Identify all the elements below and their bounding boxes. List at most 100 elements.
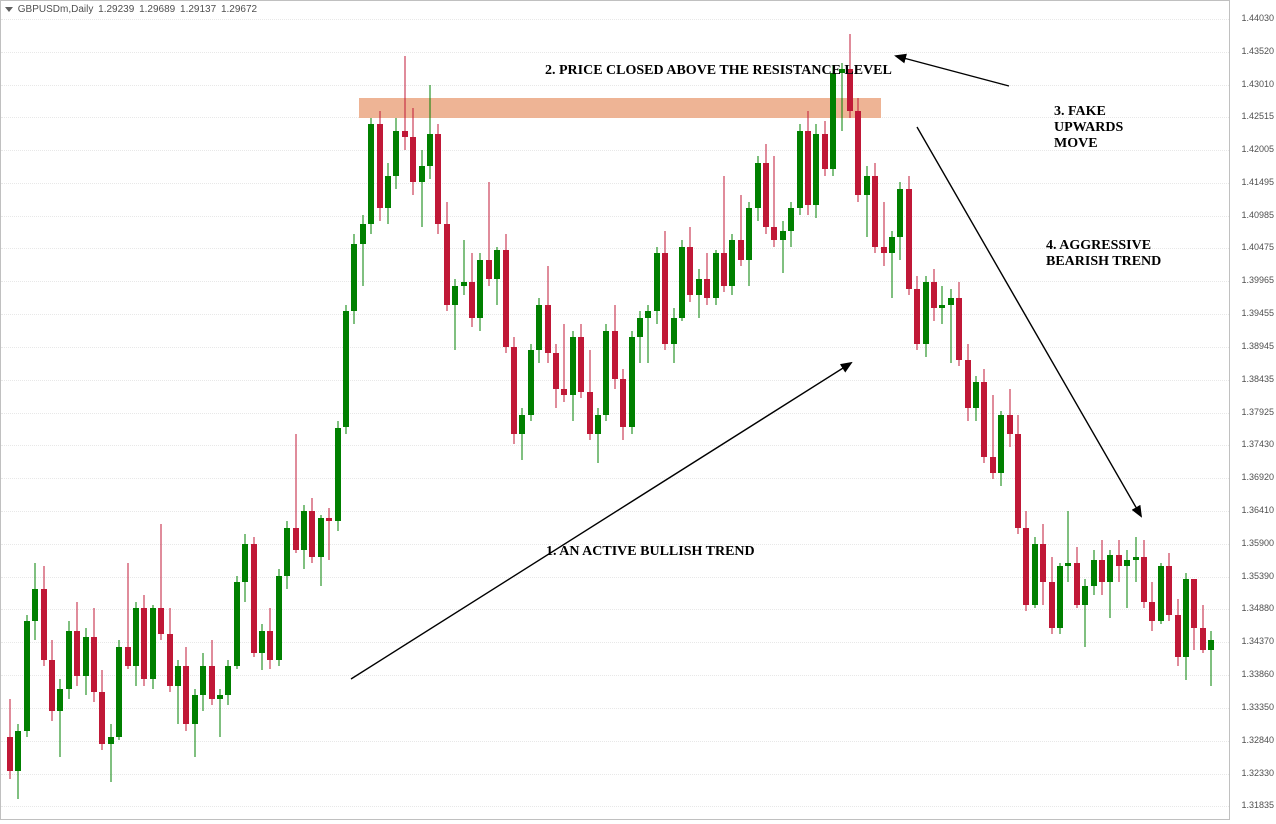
candle-body — [259, 631, 265, 654]
candle — [948, 1, 954, 819]
candle — [494, 1, 500, 819]
candle-wick — [110, 724, 111, 782]
candle-body — [603, 331, 609, 415]
y-axis-label: 1.36920 — [1241, 472, 1274, 482]
candle-body — [427, 134, 433, 166]
candle-body — [1057, 566, 1063, 627]
candle-body — [788, 208, 794, 231]
candle — [570, 1, 576, 819]
candle-body — [393, 131, 399, 176]
candle — [981, 1, 987, 819]
candle — [125, 1, 131, 819]
candle-body — [192, 695, 198, 724]
candlestick-chart[interactable]: GBPUSDm,Daily 1.29239 1.29689 1.29137 1.… — [0, 0, 1230, 820]
candle — [99, 1, 105, 819]
candle-body — [939, 305, 945, 308]
candle — [1141, 1, 1147, 819]
candle — [7, 1, 13, 819]
candle — [284, 1, 290, 819]
candle-body — [830, 73, 836, 170]
candle — [267, 1, 273, 819]
candle — [553, 1, 559, 819]
candle-body — [1166, 566, 1172, 614]
candle-body — [696, 279, 702, 295]
y-axis-label: 1.32330 — [1241, 768, 1274, 778]
candle — [881, 1, 887, 819]
candle — [435, 1, 441, 819]
candle-body — [519, 415, 525, 434]
candle — [293, 1, 299, 819]
y-axis-label: 1.37925 — [1241, 407, 1274, 417]
candle — [897, 1, 903, 819]
y-axis-label: 1.39965 — [1241, 275, 1274, 285]
candle — [561, 1, 567, 819]
candle — [452, 1, 458, 819]
candle — [477, 1, 483, 819]
candle — [83, 1, 89, 819]
candle — [1200, 1, 1206, 819]
candle-body — [973, 382, 979, 408]
candle-body — [721, 253, 727, 285]
candle-body — [553, 353, 559, 388]
candle — [57, 1, 63, 819]
candle-body — [654, 253, 660, 311]
candle-wick — [883, 202, 884, 267]
candle — [645, 1, 651, 819]
candle-body — [326, 518, 332, 521]
candle-body — [32, 589, 38, 621]
candle — [158, 1, 164, 819]
y-axis-label: 1.36410 — [1241, 505, 1274, 515]
candle-body — [24, 621, 30, 731]
candle — [175, 1, 181, 819]
candle-body — [1049, 582, 1055, 627]
y-axis-label: 1.32840 — [1241, 735, 1274, 745]
candle — [662, 1, 668, 819]
y-axis-label: 1.42515 — [1241, 111, 1274, 121]
y-axis-label: 1.42005 — [1241, 144, 1274, 154]
y-axis-label: 1.31835 — [1241, 800, 1274, 810]
candle — [578, 1, 584, 819]
candle — [830, 1, 836, 819]
candle-body — [1116, 555, 1122, 567]
candle — [914, 1, 920, 819]
candle-wick — [782, 221, 783, 273]
candle — [998, 1, 1004, 819]
candle-body — [7, 737, 13, 771]
y-axis-label: 1.33350 — [1241, 702, 1274, 712]
candle-body — [738, 240, 744, 259]
candle — [209, 1, 215, 819]
candle-body — [864, 176, 870, 195]
candle-body — [1183, 579, 1189, 656]
candle-body — [612, 331, 618, 379]
symbol-label: GBPUSDm,Daily — [18, 4, 94, 15]
candle-body — [956, 298, 962, 359]
candle-body — [931, 282, 937, 308]
candle-wick — [1135, 537, 1136, 582]
candle — [116, 1, 122, 819]
candle — [704, 1, 710, 819]
candle-body — [251, 544, 257, 654]
candle — [150, 1, 156, 819]
candle-body — [91, 637, 97, 692]
candle-body — [1040, 544, 1046, 583]
candle — [1032, 1, 1038, 819]
candle-body — [578, 337, 584, 392]
candle — [1175, 1, 1181, 819]
label-4: 4. AGGRESSIVE BEARISH TREND — [1046, 238, 1161, 270]
ohlc-close: 1.29672 — [221, 4, 257, 15]
candle — [847, 1, 853, 819]
candle — [603, 1, 609, 819]
candle-body — [461, 282, 467, 285]
candle-body — [175, 666, 181, 685]
candle — [167, 1, 173, 819]
candle-body — [351, 244, 357, 312]
candle-body — [66, 631, 72, 689]
candle — [906, 1, 912, 819]
candle — [402, 1, 408, 819]
chart-menu-dropdown-icon[interactable] — [5, 7, 13, 12]
candle-body — [1158, 566, 1164, 621]
candle-body — [1107, 555, 1113, 583]
candle — [545, 1, 551, 819]
candle — [1166, 1, 1172, 819]
label-1: 1. AN ACTIVE BULLISH TREND — [546, 544, 755, 560]
